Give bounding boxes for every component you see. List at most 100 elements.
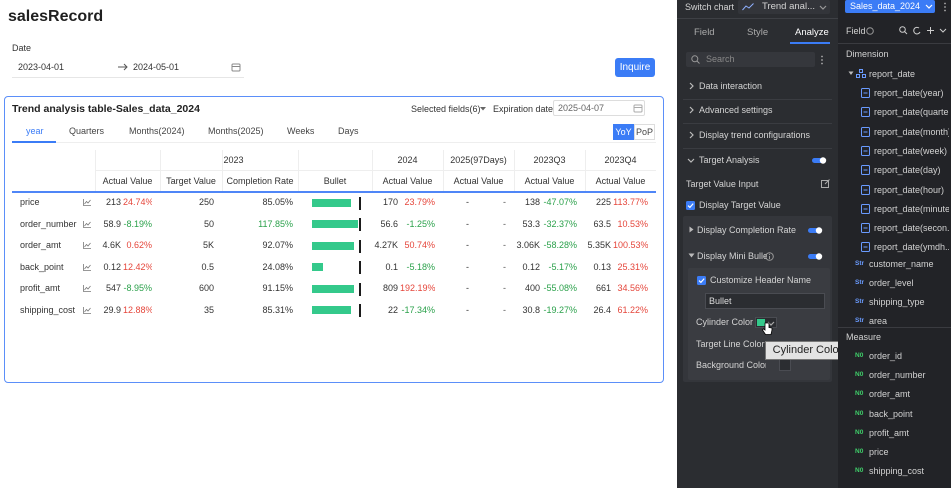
dimension-icon: Str — [855, 317, 865, 324]
compare-toggle[interactable]: YoY — [613, 124, 634, 140]
chart-select-text[interactable]: Trend anal... — [762, 1, 815, 12]
compare-toggle[interactable]: PoP — [634, 124, 655, 140]
actual-value: - — [466, 240, 469, 250]
toggle-switch[interactable] — [808, 253, 823, 260]
period-tab[interactable]: Months(2025) — [208, 126, 264, 136]
period-tab[interactable]: Quarters — [69, 126, 105, 136]
date-end[interactable]: 2024-05-01 — [133, 62, 180, 72]
search-box[interactable] — [686, 52, 815, 67]
column-divider — [298, 150, 299, 192]
config-section[interactable]: Data interaction — [699, 81, 763, 91]
checkbox[interactable] — [686, 201, 695, 210]
target-value: 50 — [203, 218, 214, 229]
field-item[interactable]: report_date(minute) — [874, 203, 949, 214]
group-header: 2023Q4 — [604, 155, 637, 165]
measure-icon: N0 — [855, 352, 864, 359]
arrow-icon — [118, 63, 128, 71]
change-rate: 61.22% — [617, 304, 648, 315]
checkbox[interactable] — [697, 276, 706, 285]
date-start[interactable]: 2023-04-01 — [18, 62, 65, 72]
panel-divider — [677, 18, 838, 19]
date-icon — [861, 88, 870, 98]
bullet-bar — [312, 198, 352, 207]
actual-value: 213 — [105, 197, 121, 207]
field-item[interactable]: profit_amt — [869, 427, 910, 438]
field-item[interactable]: report_date(hour) — [874, 184, 945, 195]
header-divider — [95, 170, 656, 171]
change-rate: - — [503, 218, 506, 229]
actual-value: 0.13 — [593, 261, 611, 272]
chart-select[interactable] — [738, 0, 830, 14]
period-tab[interactable]: Weeks — [287, 126, 315, 136]
bullet-target-line — [359, 196, 361, 210]
header-name-input[interactable]: Bullet — [705, 293, 825, 309]
config-section[interactable]: Target Analysis — [699, 155, 760, 165]
toggle-switch[interactable] — [808, 227, 823, 234]
field-item[interactable]: order_id — [869, 351, 903, 361]
field-item[interactable]: report_date(day) — [874, 165, 941, 176]
period-tab[interactable]: Months(2024) — [129, 126, 185, 136]
field-item[interactable]: price — [869, 447, 889, 457]
trend-icon — [83, 263, 91, 271]
change-rate: -5.17% — [548, 261, 577, 272]
field-item[interactable]: report_date(year) — [874, 88, 944, 98]
completion-rate: 85.05% — [262, 197, 293, 207]
row-name: profit_amt — [20, 283, 61, 293]
column-header: Actual Value — [102, 176, 153, 186]
actual-value: 170 — [382, 197, 398, 207]
panel-tab[interactable]: Style — [747, 27, 769, 38]
panel-tab[interactable]: Field — [694, 27, 715, 38]
field-panel — [838, 0, 951, 488]
field-item[interactable]: report_date — [869, 69, 916, 79]
column-header: Actual Value — [595, 176, 646, 186]
field-item[interactable]: report_date(secon... — [874, 223, 949, 234]
field-item[interactable]: back_point — [869, 408, 913, 419]
actual-value: - — [466, 197, 469, 207]
setting-label: Display Target Value — [699, 200, 781, 210]
field-item[interactable]: report_date(ymdh... — [874, 242, 949, 253]
change-rate: 23.79% — [404, 197, 435, 207]
inquire-button[interactable]: Inquire — [615, 58, 655, 77]
expiration-input[interactable]: 2025-04-07 — [553, 100, 645, 116]
config-section[interactable]: Display trend configurations — [699, 130, 811, 140]
field-item[interactable]: report_date(month) — [874, 126, 949, 137]
more-icon[interactable] — [943, 2, 947, 12]
change-rate: -8.95% — [123, 283, 152, 293]
field-item[interactable]: shipping_cost — [869, 466, 925, 477]
trend-icon — [83, 220, 91, 228]
field-item[interactable]: order_number — [869, 370, 926, 381]
date-icon — [861, 165, 870, 176]
edit-icon[interactable] — [821, 179, 830, 188]
field-item[interactable]: order_amt — [869, 389, 911, 400]
period-tab[interactable]: year — [26, 126, 44, 136]
column-header: Completion Rate — [226, 176, 294, 186]
chart-icon — [742, 3, 754, 11]
field-item[interactable]: report_date(week) — [874, 145, 948, 156]
column-divider — [443, 150, 444, 192]
field-item[interactable]: report_date(quarter) — [874, 107, 949, 118]
change-rate: 100.53% — [613, 240, 648, 250]
toggle-switch[interactable] — [812, 157, 827, 164]
change-rate: 12.42% — [123, 261, 152, 272]
field-toolbar[interactable] — [899, 26, 947, 35]
selected-fields[interactable]: Selected fields(6) — [411, 104, 481, 114]
change-rate: -8.19% — [123, 218, 152, 229]
expiration-label: Expiration date — [493, 104, 553, 114]
bullet-target-line — [359, 282, 361, 296]
field-item[interactable]: order_level — [869, 278, 914, 288]
dataset-button[interactable]: Sales_data_2024 — [845, 0, 935, 13]
more-icon[interactable] — [820, 55, 824, 65]
tabs-baseline — [12, 142, 656, 143]
change-rate: 10.53% — [617, 218, 648, 229]
period-tab[interactable]: Days — [338, 126, 359, 136]
field-item[interactable]: area — [869, 316, 888, 326]
color-picker[interactable] — [779, 359, 791, 371]
chevron-right — [689, 131, 694, 139]
config-section[interactable]: Advanced settings — [699, 105, 773, 115]
column-divider — [372, 150, 373, 192]
panel-tab[interactable]: Analyze — [795, 27, 829, 38]
search-placeholder[interactable]: Search — [706, 54, 735, 64]
field-item[interactable]: shipping_type — [869, 297, 925, 307]
actual-value: - — [466, 304, 469, 315]
field-item[interactable]: customer_name — [869, 259, 934, 269]
